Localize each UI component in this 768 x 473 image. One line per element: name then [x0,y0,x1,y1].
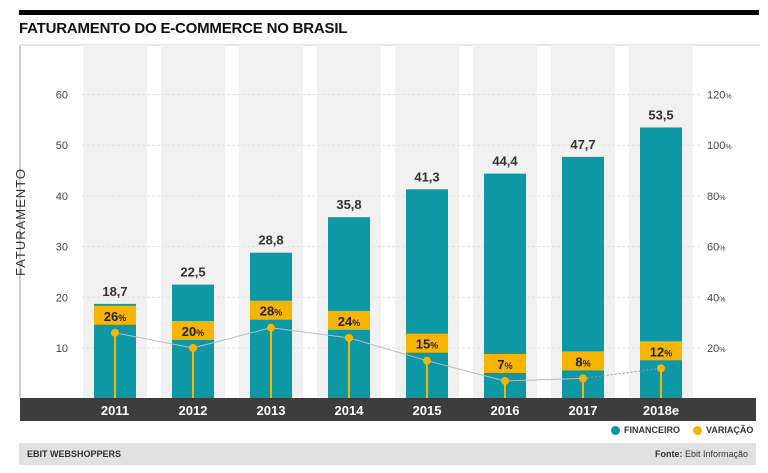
footer-source-right: Fonte: Ebit Informação [655,449,748,459]
y-tick-label: 60 [56,90,68,102]
category-band [20,398,756,421]
x-tick-label: 2016 [491,403,520,418]
chart-title: FATURAMENTO DO E-COMMERCE NO BRASIL [19,20,348,37]
variation-label-box [484,353,526,373]
variation-line-segment [192,327,272,349]
variation-point-2011 [111,328,119,337]
variation-label-box [562,351,604,371]
y2-tick-label: 20% [707,343,725,355]
y2-tick-label: 80% [707,191,725,203]
variation-line-segment [582,367,662,379]
variation-label: 8% [575,354,590,369]
y2-tick-label: 60% [707,242,725,254]
legend-label-financeiro: FINANCEIRO [624,425,680,435]
variation-label-box [250,300,292,320]
variation-label-box [94,305,136,325]
legend-variacao: VARIAÇÃO [693,425,753,435]
variation-label-box [172,321,214,340]
variation-line-segment [426,360,506,382]
y2-tick-label: 40% [707,292,725,304]
y2-tick-label: 100% [707,140,732,152]
bar-value-label: 53,5 [648,107,673,122]
variation-line-segment [504,377,584,382]
variation-point-2014 [345,333,353,342]
y-tick-label: 50 [56,140,68,152]
bar-value-label: 35,8 [336,197,361,212]
x-tick-label: 2012 [179,403,208,418]
footer-bar: EBIT WEBSHOPPERS Fonte: Ebit Informação [19,443,756,465]
bar-value-label: 41,3 [414,169,439,184]
bar-value-label: 44,4 [492,154,518,169]
variation-label: 7% [497,357,512,372]
variation-label-box [328,310,370,330]
variation-label: 24% [338,314,360,329]
footer-source-left: EBIT WEBSHOPPERS [27,449,122,459]
variation-label: 20% [182,324,204,339]
y2-tick-label: 120% [707,90,732,102]
y-tick-label: 20 [56,292,68,304]
x-tick-label: 2018e [643,403,679,418]
variation-label: 15% [416,337,438,352]
variation-point-2012 [189,344,197,352]
y-tick-label: 40 [56,191,68,203]
x-tick-label: 2011 [101,403,129,418]
variation-point-2013 [267,323,275,332]
x-tick-label: 2013 [257,403,286,418]
source-label: Fonte: [654,449,683,459]
variation-label-box [640,341,682,361]
x-tick-label: 2015 [413,403,442,418]
bar-value-label: 18,7 [102,284,127,299]
variation-label: 26% [104,309,126,324]
variation-label-box [406,333,448,353]
variation-line-segment [348,337,428,362]
y-tick-label: 30 [56,242,68,254]
source-value: Ebit Informação [682,449,748,459]
legend-swatch-variacao [693,425,702,435]
bar-value-label: 22,5 [180,265,205,280]
variation-point-2018e [657,364,665,373]
variation-point-2015 [423,356,431,365]
variation-line-segment [114,332,194,349]
legend-financeiro: FINANCEIRO [611,425,680,435]
variation-point-2017 [579,374,587,383]
y-axis-label: FATURAMENTO [13,168,28,276]
variation-point-2016 [501,376,509,385]
legend-swatch-financeiro [611,425,620,435]
legend-label-variacao: VARIAÇÃO [706,425,754,435]
variation-line-segment [270,327,350,339]
variation-label: 28% [260,304,282,319]
y-tick-label: 10 [56,343,68,355]
x-tick-label: 2014 [335,403,365,418]
top-rule [19,10,759,15]
x-tick-label: 2017 [569,403,598,418]
variation-label: 12% [650,344,672,359]
bar-value-label: 47,7 [570,137,595,152]
bar-value-label: 28,8 [258,233,283,248]
